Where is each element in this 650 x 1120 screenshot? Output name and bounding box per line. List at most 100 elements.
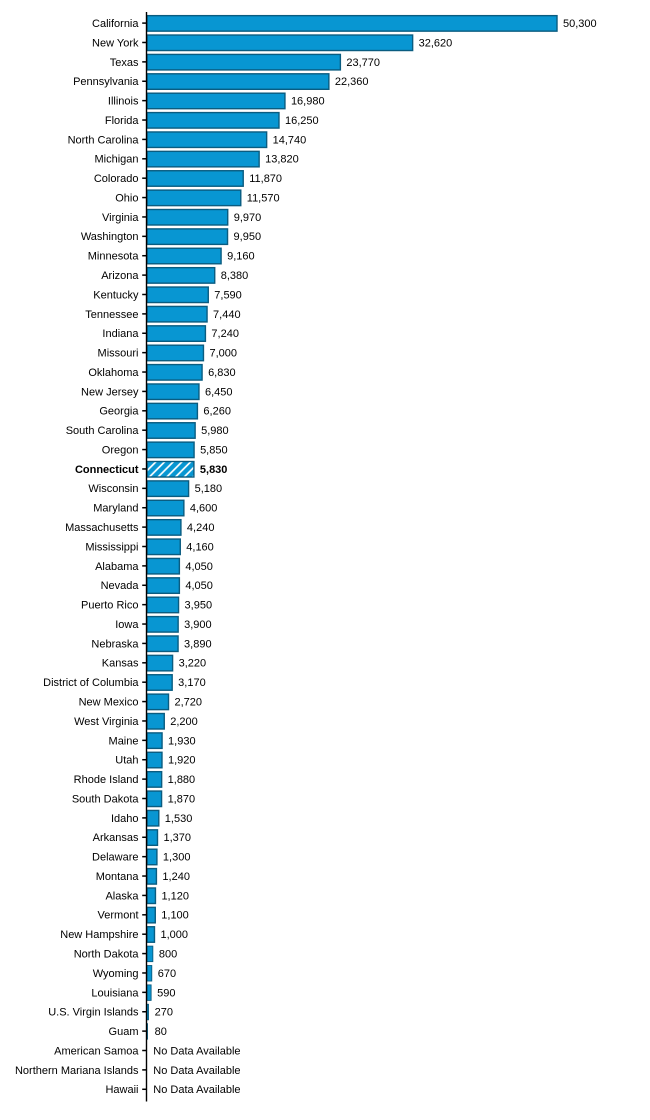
svg-text:8,380: 8,380 [221,270,249,282]
svg-text:5,980: 5,980 [201,425,229,437]
svg-text:New Hampshire: New Hampshire [60,929,138,941]
svg-text:3,900: 3,900 [184,619,212,631]
svg-text:Maine: Maine [109,735,139,747]
svg-text:4,050: 4,050 [185,561,213,573]
svg-text:Pennsylvania: Pennsylvania [73,76,139,88]
svg-text:5,830: 5,830 [200,464,228,476]
svg-text:Minnesota: Minnesota [88,251,140,263]
svg-text:32,620: 32,620 [419,37,453,49]
svg-text:1,530: 1,530 [165,813,193,825]
svg-text:3,950: 3,950 [185,600,213,612]
svg-text:Indiana: Indiana [102,328,139,340]
svg-text:590: 590 [157,987,175,999]
svg-text:800: 800 [159,948,177,960]
svg-text:50,300: 50,300 [563,18,597,30]
svg-text:South Carolina: South Carolina [66,425,140,437]
svg-text:Kentucky: Kentucky [93,289,139,301]
svg-text:Montana: Montana [96,871,140,883]
svg-text:New Mexico: New Mexico [79,696,139,708]
svg-text:4,240: 4,240 [187,522,215,534]
svg-text:Wyoming: Wyoming [93,968,139,980]
svg-text:North Dakota: North Dakota [74,948,140,960]
svg-text:4,050: 4,050 [185,580,213,592]
svg-text:1,370: 1,370 [163,832,191,844]
svg-text:Arkansas: Arkansas [93,832,139,844]
svg-text:Northern Mariana Islands: Northern Mariana Islands [15,1065,139,1077]
svg-text:Hawaii: Hawaii [105,1084,138,1096]
svg-text:7,440: 7,440 [213,309,241,321]
svg-text:Tennessee: Tennessee [85,309,138,321]
svg-text:13,820: 13,820 [265,154,299,166]
svg-text:Connecticut: Connecticut [75,464,139,476]
svg-text:Colorado: Colorado [94,173,139,185]
svg-text:1,920: 1,920 [168,755,196,767]
svg-text:New Jersey: New Jersey [81,386,139,398]
svg-text:1,120: 1,120 [161,890,189,902]
svg-text:1,880: 1,880 [168,774,196,786]
svg-text:3,170: 3,170 [178,677,206,689]
svg-text:6,260: 6,260 [203,406,231,418]
svg-text:Georgia: Georgia [99,406,139,418]
svg-text:2,200: 2,200 [170,716,198,728]
svg-text:U.S. Virgin Islands: U.S. Virgin Islands [48,1007,139,1019]
svg-text:Missouri: Missouri [98,348,139,360]
svg-text:16,980: 16,980 [291,96,325,108]
svg-text:23,770: 23,770 [346,57,380,69]
svg-text:4,160: 4,160 [186,541,214,553]
svg-text:North Carolina: North Carolina [68,134,140,146]
svg-text:Illinois: Illinois [108,96,139,108]
svg-text:Michigan: Michigan [94,154,138,166]
svg-text:Virginia: Virginia [102,212,139,224]
svg-text:Oregon: Oregon [102,444,139,456]
svg-text:No Data Available: No Data Available [153,1084,240,1096]
svg-text:9,970: 9,970 [234,212,262,224]
svg-text:Nebraska: Nebraska [91,638,139,650]
svg-text:Louisiana: Louisiana [91,987,139,999]
svg-text:16,250: 16,250 [285,115,319,127]
svg-text:Wisconsin: Wisconsin [88,483,138,495]
svg-text:Utah: Utah [115,755,138,767]
svg-text:270: 270 [155,1007,173,1019]
svg-text:Ohio: Ohio [115,192,138,204]
svg-text:4,600: 4,600 [190,503,218,515]
svg-text:Maryland: Maryland [93,503,138,515]
svg-text:1,240: 1,240 [162,871,190,883]
svg-text:1,100: 1,100 [161,910,189,922]
svg-text:Washington: Washington [81,231,139,243]
svg-text:West Virginia: West Virginia [74,716,139,728]
svg-text:3,890: 3,890 [184,638,212,650]
svg-text:5,180: 5,180 [195,483,223,495]
svg-text:3,220: 3,220 [179,658,207,670]
svg-text:Guam: Guam [109,1026,139,1038]
svg-text:Oklahoma: Oklahoma [88,367,139,379]
svg-text:Nevada: Nevada [101,580,140,592]
svg-text:1,300: 1,300 [163,852,191,864]
svg-text:No Data Available: No Data Available [153,1065,240,1077]
svg-text:9,950: 9,950 [234,231,262,243]
svg-text:22,360: 22,360 [335,76,369,88]
svg-text:New York: New York [92,37,139,49]
svg-text:Delaware: Delaware [92,852,138,864]
svg-text:Rhode Island: Rhode Island [74,774,139,786]
svg-text:American Samoa: American Samoa [54,1045,139,1057]
svg-text:Florida: Florida [105,115,140,127]
svg-text:Puerto Rico: Puerto Rico [81,600,138,612]
svg-text:670: 670 [158,968,176,980]
svg-text:9,160: 9,160 [227,251,255,263]
svg-text:6,450: 6,450 [205,386,233,398]
svg-text:South Dakota: South Dakota [72,793,140,805]
svg-text:2,720: 2,720 [175,696,203,708]
svg-text:14,740: 14,740 [273,134,307,146]
svg-text:6,830: 6,830 [208,367,236,379]
svg-text:Massachusetts: Massachusetts [65,522,139,534]
svg-text:7,240: 7,240 [211,328,239,340]
svg-text:District of Columbia: District of Columbia [43,677,139,689]
svg-text:80: 80 [155,1026,167,1038]
svg-text:Arizona: Arizona [101,270,139,282]
svg-text:1,870: 1,870 [168,793,196,805]
svg-text:Alaska: Alaska [105,890,139,902]
svg-text:1,930: 1,930 [168,735,196,747]
svg-text:Kansas: Kansas [102,658,139,670]
svg-text:Texas: Texas [110,57,139,69]
svg-text:5,850: 5,850 [200,444,228,456]
